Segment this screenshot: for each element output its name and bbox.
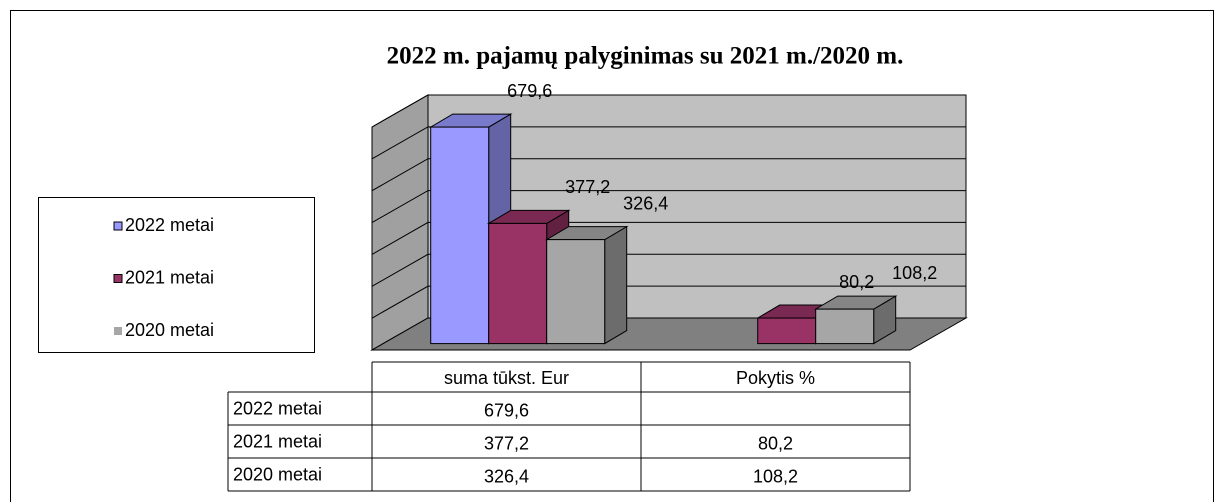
bar [430, 126, 490, 345]
data-label: 326,4 [623, 193, 668, 213]
bar [815, 308, 875, 345]
legend-label: 2022 metai [125, 215, 214, 235]
chart-title: 2022 m. pajamų palyginimas su 2021 m./20… [387, 43, 904, 70]
grid-line [371, 221, 966, 255]
legend-label: 2020 metai [125, 320, 214, 340]
data-label: 377,2 [565, 177, 610, 197]
table-cell: 377,2 [484, 433, 529, 453]
side-wall [371, 94, 429, 351]
legend-swatch [113, 274, 123, 283]
bar [757, 317, 817, 345]
table-cell: 108,2 [753, 466, 798, 486]
table-header: Pokytis % [736, 368, 815, 388]
table-row-label: 2021 metai [233, 431, 322, 451]
bar-side [604, 225, 628, 345]
legend-swatch [114, 327, 122, 335]
table-cell: 80,2 [758, 433, 793, 453]
legend-label: 2021 metai [125, 267, 214, 287]
data-label: 679,6 [507, 81, 552, 101]
table-row-label: 2022 metai [233, 398, 322, 418]
grid-line [371, 253, 966, 287]
grid-line [371, 158, 966, 192]
data-label: 80,2 [839, 272, 874, 292]
grid-line [371, 285, 966, 319]
bar [488, 222, 548, 345]
table-cell: 679,6 [484, 400, 529, 420]
table-cell: 326,4 [484, 466, 529, 486]
grid-line [371, 190, 966, 224]
table-header: suma tūkst. Eur [444, 368, 569, 388]
grid-line [371, 126, 966, 160]
legend-box [38, 197, 315, 353]
grid-line [371, 94, 966, 128]
data-label: 108,2 [892, 263, 937, 283]
bar [546, 239, 606, 345]
legend-swatch [113, 221, 123, 231]
table-row-label: 2020 metai [233, 464, 322, 484]
